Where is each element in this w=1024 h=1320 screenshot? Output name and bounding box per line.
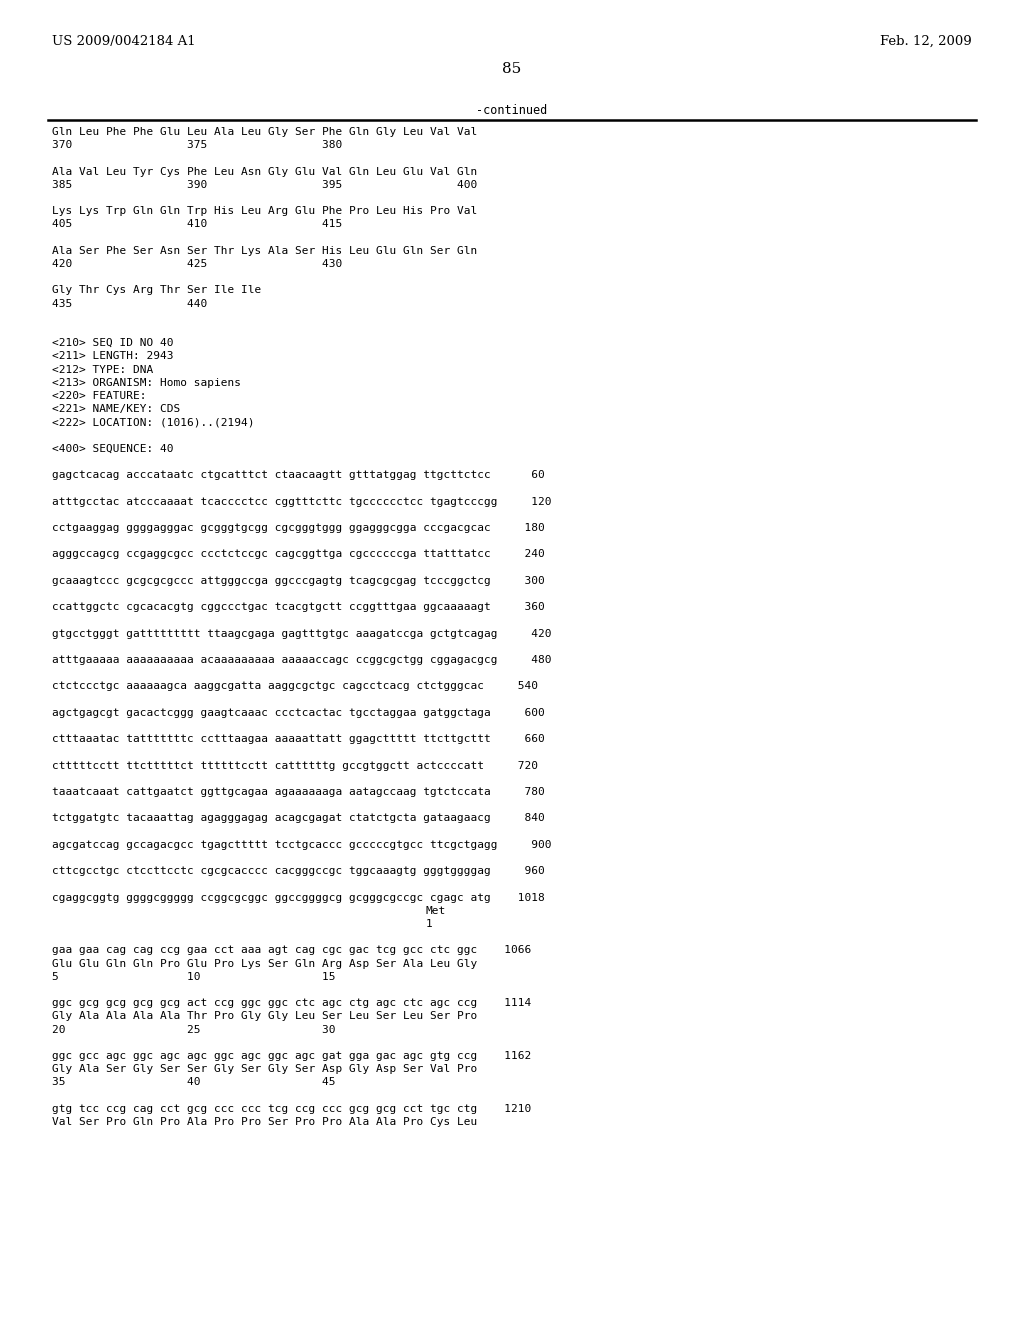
Text: Gly Thr Cys Arg Thr Ser Ile Ile: Gly Thr Cys Arg Thr Ser Ile Ile	[52, 285, 261, 296]
Text: Val Ser Pro Gln Pro Ala Pro Pro Ser Pro Pro Ala Ala Pro Cys Leu: Val Ser Pro Gln Pro Ala Pro Pro Ser Pro …	[52, 1117, 477, 1127]
Text: cgaggcggtg ggggcggggg ccggcgcggc ggccggggcg gcgggcgccgc cgagc atg    1018: cgaggcggtg ggggcggggg ccggcgcggc ggccggg…	[52, 892, 545, 903]
Text: <210> SEQ ID NO 40: <210> SEQ ID NO 40	[52, 338, 173, 348]
Text: Gly Ala Ser Gly Ser Ser Gly Ser Gly Ser Asp Gly Asp Ser Val Pro: Gly Ala Ser Gly Ser Ser Gly Ser Gly Ser …	[52, 1064, 477, 1074]
Text: <222> LOCATION: (1016)..(2194): <222> LOCATION: (1016)..(2194)	[52, 417, 255, 428]
Text: gtgcctgggt gattttttttt ttaagcgaga gagtttgtgc aaagatccga gctgtcagag     420: gtgcctgggt gattttttttt ttaagcgaga gagttt…	[52, 628, 552, 639]
Text: 5                   10                  15: 5 10 15	[52, 972, 336, 982]
Text: atttgaaaaa aaaaaaaaaa acaaaaaaaaa aaaaaccagc ccggcgctgg cggagacgcg     480: atttgaaaaa aaaaaaaaaa acaaaaaaaaa aaaaac…	[52, 655, 552, 665]
Text: agggccagcg ccgaggcgcc ccctctccgc cagcggttga cgccccccga ttatttatcc     240: agggccagcg ccgaggcgcc ccctctccgc cagcggt…	[52, 549, 545, 560]
Text: 20                  25                  30: 20 25 30	[52, 1024, 336, 1035]
Text: Glu Glu Gln Gln Pro Glu Pro Lys Ser Gln Arg Asp Ser Ala Leu Gly: Glu Glu Gln Gln Pro Glu Pro Lys Ser Gln …	[52, 958, 477, 969]
Text: Ala Ser Phe Ser Asn Ser Thr Lys Ala Ser His Leu Glu Gln Ser Gln: Ala Ser Phe Ser Asn Ser Thr Lys Ala Ser …	[52, 246, 477, 256]
Text: 435                 440: 435 440	[52, 298, 207, 309]
Text: ggc gcc agc ggc agc agc ggc agc ggc agc gat gga gac agc gtg ccg    1162: ggc gcc agc ggc agc agc ggc agc ggc agc …	[52, 1051, 531, 1061]
Text: Gln Leu Phe Phe Glu Leu Ala Leu Gly Ser Phe Gln Gly Leu Val Val: Gln Leu Phe Phe Glu Leu Ala Leu Gly Ser …	[52, 127, 477, 137]
Text: gagctcacag acccataatc ctgcatttct ctaacaagtt gtttatggag ttgcttctcc      60: gagctcacag acccataatc ctgcatttct ctaacaa…	[52, 470, 545, 480]
Text: cttcgcctgc ctccttcctc cgcgcacccc cacgggccgc tggcaaagtg gggtggggag     960: cttcgcctgc ctccttcctc cgcgcacccc cacgggc…	[52, 866, 545, 876]
Text: atttgcctac atcccaaaat tcacccctcc cggtttcttc tgcccccctcc tgagtcccgg     120: atttgcctac atcccaaaat tcacccctcc cggtttc…	[52, 496, 552, 507]
Text: cctgaaggag ggggagggac gcgggtgcgg cgcgggtggg ggagggcgga cccgacgcac     180: cctgaaggag ggggagggac gcgggtgcgg cgcgggt…	[52, 523, 545, 533]
Text: Ala Val Leu Tyr Cys Phe Leu Asn Gly Glu Val Gln Leu Glu Val Gln: Ala Val Leu Tyr Cys Phe Leu Asn Gly Glu …	[52, 166, 477, 177]
Text: -continued: -continued	[476, 104, 548, 117]
Text: tctggatgtc tacaaattag agagggagag acagcgagat ctatctgcta gataagaacg     840: tctggatgtc tacaaattag agagggagag acagcga…	[52, 813, 545, 824]
Text: taaatcaaat cattgaatct ggttgcagaa agaaaaaaga aatagccaag tgtctccata     780: taaatcaaat cattgaatct ggttgcagaa agaaaaa…	[52, 787, 545, 797]
Text: 85: 85	[503, 62, 521, 77]
Text: <400> SEQUENCE: 40: <400> SEQUENCE: 40	[52, 444, 173, 454]
Text: Met: Met	[426, 906, 446, 916]
Text: Gly Ala Ala Ala Ala Thr Pro Gly Gly Leu Ser Leu Ser Leu Ser Pro: Gly Ala Ala Ala Ala Thr Pro Gly Gly Leu …	[52, 1011, 477, 1022]
Text: Lys Lys Trp Gln Gln Trp His Leu Arg Glu Phe Pro Leu His Pro Val: Lys Lys Trp Gln Gln Trp His Leu Arg Glu …	[52, 206, 477, 216]
Text: ctttaaatac tatttttttc cctttaagaa aaaaattatt ggagcttttt ttcttgcttt     660: ctttaaatac tatttttttc cctttaagaa aaaaatt…	[52, 734, 545, 744]
Text: US 2009/0042184 A1: US 2009/0042184 A1	[52, 36, 196, 48]
Text: 370                 375                 380: 370 375 380	[52, 140, 342, 150]
Text: agctgagcgt gacactcggg gaagtcaaac ccctcactac tgcctaggaa gatggctaga     600: agctgagcgt gacactcggg gaagtcaaac ccctcac…	[52, 708, 545, 718]
Text: <213> ORGANISM: Homo sapiens: <213> ORGANISM: Homo sapiens	[52, 378, 241, 388]
Text: ctctccctgc aaaaaagca aaggcgatta aaggcgctgc cagcctcacg ctctgggcac     540: ctctccctgc aaaaaagca aaggcgatta aaggcgct…	[52, 681, 538, 692]
Text: <220> FEATURE:: <220> FEATURE:	[52, 391, 146, 401]
Text: <212> TYPE: DNA: <212> TYPE: DNA	[52, 364, 154, 375]
Text: 420                 425                 430: 420 425 430	[52, 259, 342, 269]
Text: agcgatccag gccagacgcc tgagcttttt tcctgcaccc gcccccgtgcc ttcgctgagg     900: agcgatccag gccagacgcc tgagcttttt tcctgca…	[52, 840, 552, 850]
Text: 35                  40                  45: 35 40 45	[52, 1077, 336, 1088]
Text: 1: 1	[426, 919, 433, 929]
Text: ctttttcctt ttctttttct ttttttcctt cattttttg gccgtggctt actccccatt     720: ctttttcctt ttctttttct ttttttcctt cattttt…	[52, 760, 538, 771]
Text: ggc gcg gcg gcg gcg act ccg ggc ggc ctc agc ctg agc ctc agc ccg    1114: ggc gcg gcg gcg gcg act ccg ggc ggc ctc …	[52, 998, 531, 1008]
Text: <211> LENGTH: 2943: <211> LENGTH: 2943	[52, 351, 173, 362]
Text: gtg tcc ccg cag cct gcg ccc ccc tcg ccg ccc gcg gcg cct tgc ctg    1210: gtg tcc ccg cag cct gcg ccc ccc tcg ccg …	[52, 1104, 531, 1114]
Text: Feb. 12, 2009: Feb. 12, 2009	[881, 36, 972, 48]
Text: 405                 410                 415: 405 410 415	[52, 219, 342, 230]
Text: 385                 390                 395                 400: 385 390 395 400	[52, 180, 477, 190]
Text: <221> NAME/KEY: CDS: <221> NAME/KEY: CDS	[52, 404, 180, 414]
Text: gcaaagtccc gcgcgcgccc attgggccga ggcccgagtg tcagcgcgag tcccggctcg     300: gcaaagtccc gcgcgcgccc attgggccga ggcccga…	[52, 576, 545, 586]
Text: ccattggctc cgcacacgtg cggccctgac tcacgtgctt ccggtttgaa ggcaaaaagt     360: ccattggctc cgcacacgtg cggccctgac tcacgtg…	[52, 602, 545, 612]
Text: gaa gaa cag cag ccg gaa cct aaa agt cag cgc gac tcg gcc ctc ggc    1066: gaa gaa cag cag ccg gaa cct aaa agt cag …	[52, 945, 531, 956]
